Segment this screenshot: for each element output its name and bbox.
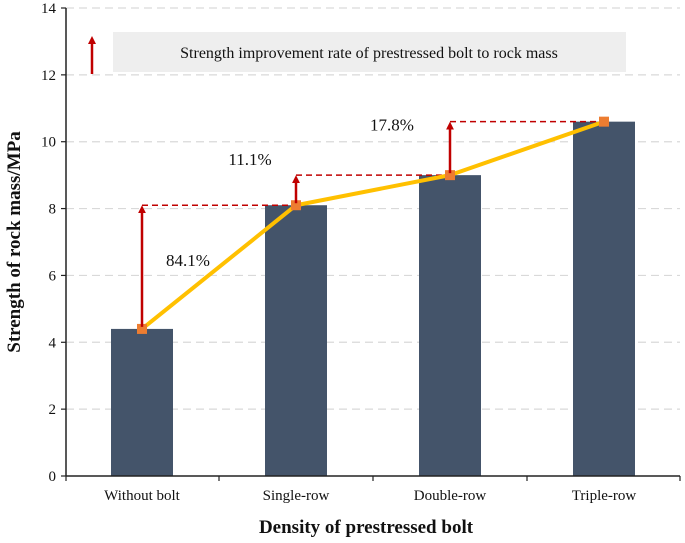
trend-point [137, 323, 147, 334]
bar-triple-row [573, 121, 635, 477]
y-tick-label: 14 [41, 1, 57, 17]
trend-point [291, 200, 301, 211]
annotation-label: 17.8% [370, 115, 414, 134]
bar-single-row [265, 205, 327, 476]
tick-labels: 0 2 4 6 8 10 12 14 [41, 1, 681, 485]
trend-line [137, 116, 609, 334]
legend-box [113, 32, 626, 72]
x-tick-label: Double-row [414, 488, 487, 504]
trend-point [445, 170, 455, 181]
y-tick-label: 4 [49, 335, 57, 351]
y-tick-label: 0 [49, 469, 57, 485]
legend-label: Strength improvement rate of prestressed… [180, 45, 558, 62]
annotation-label: 84.1% [166, 251, 210, 270]
bar-double-row [419, 175, 481, 476]
annotation-connectors [142, 120, 604, 206]
bars [111, 121, 635, 477]
category-labels: Without bolt Single-row Double-row Triple-r… [104, 488, 636, 504]
bar-without-bolt [111, 328, 173, 476]
x-tick-label: Without bolt [104, 488, 180, 504]
annotation-arrows [138, 121, 454, 327]
x-tick-label: Triple-row [572, 488, 637, 504]
y-tick-label: 6 [49, 268, 57, 284]
y-tick-label: 10 [41, 135, 56, 151]
trend-polyline [140, 119, 605, 331]
y-tick-label: 8 [49, 202, 57, 218]
x-tick-label: Single-row [263, 488, 330, 504]
legend: Strength improvement rate of prestressed… [88, 32, 626, 74]
trend-point [599, 116, 609, 127]
annotation-label: 11.1% [228, 150, 271, 169]
annotation-labels: 84.1% 11.1% 17.8% [166, 115, 414, 270]
y-tick-label: 12 [41, 68, 56, 84]
y-tick-label: 2 [49, 402, 57, 418]
x-axis-title: Density of prestressed bolt [259, 517, 474, 538]
y-axis-title: Strength of rock mass/MPa [4, 131, 25, 353]
